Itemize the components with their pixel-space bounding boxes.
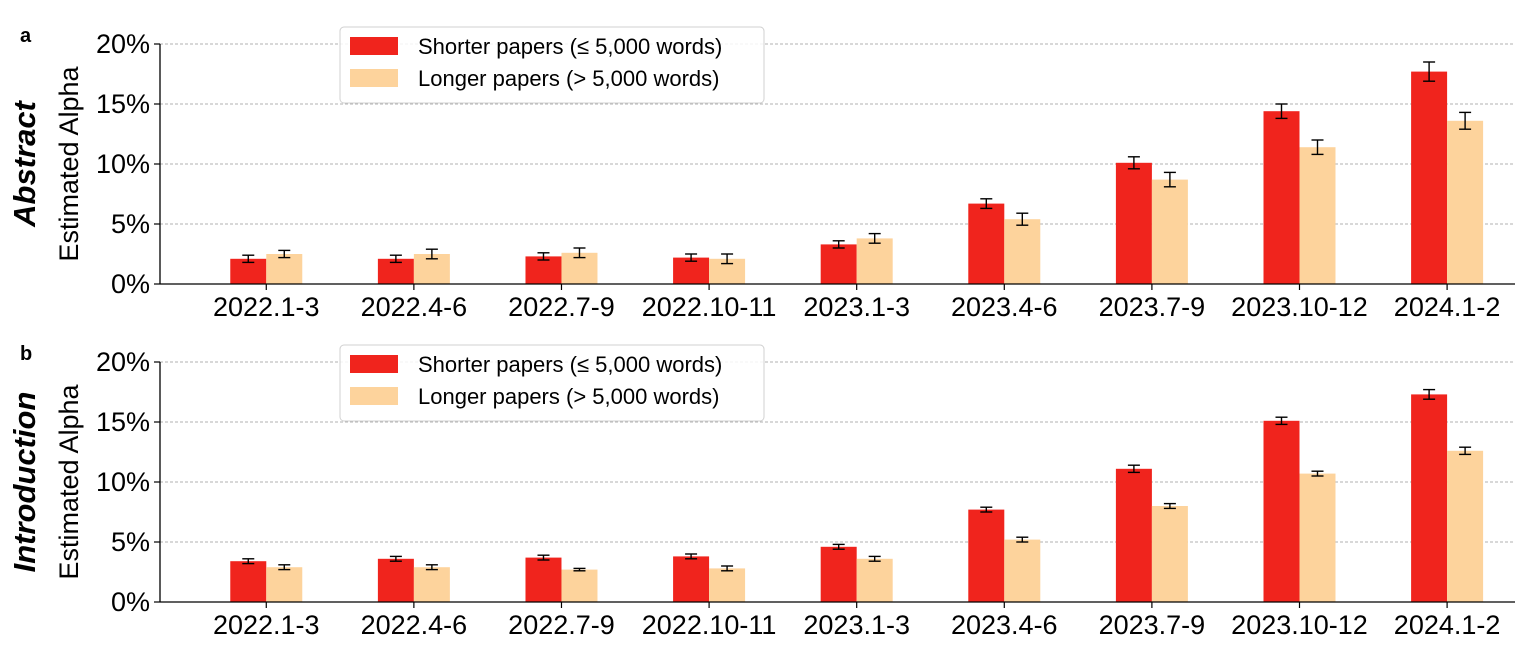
bar-shorter: [1263, 420, 1300, 602]
bar-longer: [561, 569, 598, 602]
bar-shorter: [230, 561, 267, 602]
x-tick-label: 2023.10-12: [1231, 610, 1368, 640]
x-tick-label: 2022.7-9: [508, 610, 615, 640]
y-tick-label: 0%: [111, 269, 150, 299]
bar-longer: [1004, 539, 1041, 602]
bar-longer: [1447, 450, 1484, 602]
bar-shorter: [673, 257, 710, 284]
x-tick-label: 2023.1-3: [803, 292, 910, 322]
bar-shorter: [377, 558, 414, 602]
panel-title: Introduction: [7, 392, 42, 573]
y-axis-label: Estimated Alpha: [54, 65, 84, 261]
bar-shorter: [1115, 468, 1152, 602]
panel-title: Abstract: [7, 99, 42, 227]
bar-longer: [1151, 506, 1188, 602]
x-tick-label: 2023.4-6: [951, 610, 1058, 640]
x-tick-label: 2022.4-6: [361, 292, 468, 322]
bar-shorter: [525, 557, 562, 602]
bar-longer: [856, 238, 893, 284]
legend-swatch: [350, 387, 398, 405]
legend-label: Shorter papers (≤ 5,000 words): [418, 34, 722, 59]
legend-swatch: [350, 37, 398, 55]
bar-longer: [1447, 120, 1484, 284]
panel-letter: a: [20, 25, 32, 47]
bar-longer: [266, 254, 303, 284]
bar-shorter: [673, 556, 710, 602]
bar-shorter: [1115, 162, 1152, 284]
y-tick-label: 20%: [96, 29, 150, 59]
x-tick-label: 2023.4-6: [951, 292, 1058, 322]
x-tick-label: 2023.1-3: [803, 610, 910, 640]
x-tick-label: 2022.7-9: [508, 292, 615, 322]
y-tick-label: 20%: [96, 347, 150, 377]
x-tick-label: 2023.7-9: [1099, 610, 1206, 640]
bar-shorter: [820, 546, 857, 602]
bar-shorter: [1263, 111, 1300, 284]
x-tick-label: 2022.1-3: [213, 292, 320, 322]
bar-longer: [266, 567, 303, 602]
legend: Shorter papers (≤ 5,000 words) Longer pap…: [339, 26, 765, 104]
y-tick-label: 0%: [111, 587, 150, 617]
bar-longer: [1004, 219, 1041, 284]
y-tick-label: 10%: [96, 149, 150, 179]
x-tick-label: 2022.4-6: [361, 610, 468, 640]
bar-shorter: [820, 244, 857, 284]
legend-label: Longer papers (> 5,000 words): [418, 66, 719, 91]
y-tick-label: 5%: [111, 527, 150, 557]
bar-shorter: [968, 509, 1005, 602]
y-tick-label: 10%: [96, 467, 150, 497]
panel-a: a Abstract Estimated Alpha 0% 5% 10% 15% 20% 202…: [7, 25, 1515, 322]
y-tick-label: 5%: [111, 209, 150, 239]
legend-label: Longer papers (> 5,000 words): [418, 384, 719, 409]
x-tick-label: 2023.7-9: [1099, 292, 1206, 322]
legend-swatch: [350, 69, 398, 87]
legend-swatch: [350, 355, 398, 373]
bar-shorter: [1411, 71, 1448, 284]
bar-longer: [1299, 473, 1336, 602]
y-tick-label: 15%: [96, 89, 150, 119]
y-axis-label: Estimated Alpha: [54, 383, 84, 579]
legend-box: [339, 344, 765, 422]
panel-b: b Introduction Estimated Alpha 0% 5% 10% 15% 20…: [7, 343, 1515, 640]
legend-label: Shorter papers (≤ 5,000 words): [418, 352, 722, 377]
bar-longer: [709, 568, 746, 602]
bar-shorter: [968, 203, 1005, 284]
legend-box: [339, 26, 765, 104]
bar-shorter: [525, 256, 562, 284]
x-tick-label: 2023.10-12: [1231, 292, 1368, 322]
panel-letter: b: [20, 343, 32, 365]
x-tick-label: 2024.1-2: [1394, 292, 1501, 322]
bar-shorter: [1411, 394, 1448, 602]
bar-longer: [1299, 147, 1336, 284]
x-tick-label: 2022.10-11: [642, 292, 777, 322]
x-tick-label: 2022.10-11: [642, 610, 777, 640]
legend: Shorter papers (≤ 5,000 words) Longer pap…: [339, 344, 765, 422]
y-tick-label: 15%: [96, 407, 150, 437]
bar-longer: [413, 567, 450, 602]
bar-longer: [856, 558, 893, 602]
bar-longer: [1151, 179, 1188, 284]
x-tick-label: 2024.1-2: [1394, 610, 1501, 640]
x-tick-label: 2022.1-3: [213, 610, 320, 640]
